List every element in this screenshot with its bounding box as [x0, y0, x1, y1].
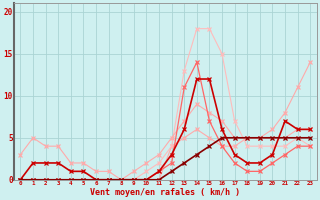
X-axis label: Vent moyen/en rafales ( km/h ): Vent moyen/en rafales ( km/h ): [90, 188, 240, 197]
